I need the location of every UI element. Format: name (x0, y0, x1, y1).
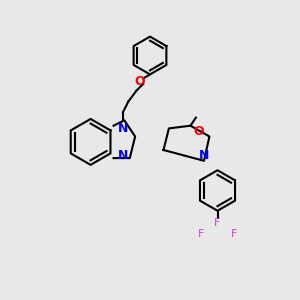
Text: O: O (134, 75, 145, 88)
Text: F: F (198, 229, 205, 239)
Text: N: N (118, 122, 128, 135)
Text: N: N (118, 149, 128, 162)
Text: F: F (214, 218, 221, 228)
Text: O: O (193, 124, 204, 138)
Text: N: N (199, 149, 209, 162)
Text: F: F (230, 229, 237, 239)
